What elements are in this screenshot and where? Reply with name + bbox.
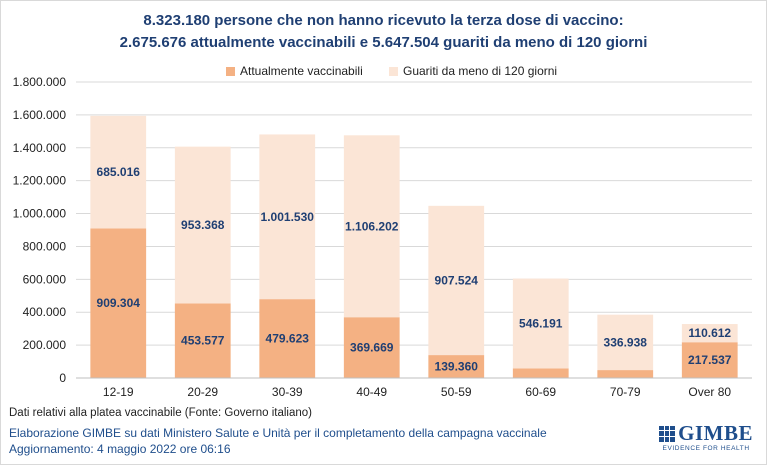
stacked-bar-chart: 0 200.000 400.000 600.000 800.000 1.000.000 1.… [13,75,752,399]
data-label-vaccinabili: 479.623 [266,332,310,346]
bar-vaccinabili [259,299,316,378]
data-label-vaccinabili: 453.577 [181,334,225,348]
y-tick-label: 400.000 [23,305,67,319]
data-label-guariti: 685.016 [97,165,141,179]
x-tick-label: 70-79 [610,385,641,399]
data-label-guariti: 1.001.530 [261,210,315,224]
legend-swatch-guariti [389,66,398,76]
bar-guariti [681,324,738,343]
footer-update: Aggiornamento: 4 maggio 2022 ore 06:16 [9,442,231,456]
y-tick-label: 1.000.000 [13,207,67,221]
data-label-vaccinabili: 217.537 [688,353,732,367]
bar-guariti [174,146,231,304]
data-label-guariti: 907.524 [435,273,479,287]
legend-swatch-vaccinabili [226,66,235,76]
bar-vaccinabili [597,370,654,378]
x-tick-label: 60-69 [525,385,556,399]
bar-vaccinabili [174,303,231,378]
x-tick-label: 40-49 [356,385,387,399]
logo-tagline: EVIDENCE FOR HEALTH [662,445,750,452]
x-tick-label: 30-39 [272,385,303,399]
bar-guariti [428,205,485,356]
y-tick-label: 800.000 [23,239,67,253]
bar-guariti [343,135,400,318]
bar-guariti [259,134,316,300]
bar-vaccinabili [428,355,485,378]
title-line-1: 8.323.180 persone che non hanno ricevuto… [143,12,624,29]
x-tick-label: 50-59 [441,385,472,399]
data-label-guariti: 110.612 [688,326,731,340]
y-tick-label: 1.800.000 [13,75,67,89]
data-label-guariti: 546.191 [519,316,563,330]
title-line-2: 2.675.676 attualmente vaccinabili e 5.64… [119,34,648,51]
gimbe-logo-icon [659,425,676,442]
gimbe-logo: GIMBE EVIDENCE FOR HEALTH [659,423,753,453]
chart-title: 8.323.180 persone che non hanno ricevuto… [0,10,767,54]
bar-guariti [90,115,147,229]
legend-item-guariti: Guariti da meno di 120 giorni [389,64,557,78]
bar-vaccinabili [90,228,147,378]
y-tick-label: 1.200.000 [13,174,67,188]
data-label-guariti: 1.106.202 [345,219,399,233]
y-tick-label: 0 [59,371,66,385]
data-label-vaccinabili: 909.304 [97,296,141,310]
y-tick-label: 1.400.000 [13,141,67,155]
data-label-guariti: 953.368 [181,218,225,232]
legend-label-vaccinabili: Attualmente vaccinabili [240,64,363,78]
data-label-vaccinabili: 139.360 [435,360,479,374]
data-label-guariti: 336.938 [604,335,648,349]
legend-label-guariti: Guariti da meno di 120 giorni [403,64,558,78]
y-tick-label: 1.600.000 [13,108,67,122]
bar-guariti [512,278,569,369]
bar-vaccinabili [512,368,569,378]
y-tick-label: 600.000 [23,272,67,286]
footer-credit: Elaborazione GIMBE su dati Ministero Sal… [9,426,547,440]
y-tick-label: 200.000 [23,338,67,352]
footer-source: Dati relativi alla platea vaccinabile (F… [9,407,312,419]
x-tick-label: Over 80 [688,385,731,399]
bar-vaccinabili [343,317,400,378]
x-tick-label: 20-29 [187,385,218,399]
data-label-vaccinabili: 369.669 [350,341,394,355]
bar-guariti [597,314,654,371]
bar-vaccinabili [681,342,738,378]
legend-item-vaccinabili: Attualmente vaccinabili [226,64,363,78]
x-tick-label: 12-19 [103,385,134,399]
logo-name: GIMBE [678,421,753,445]
